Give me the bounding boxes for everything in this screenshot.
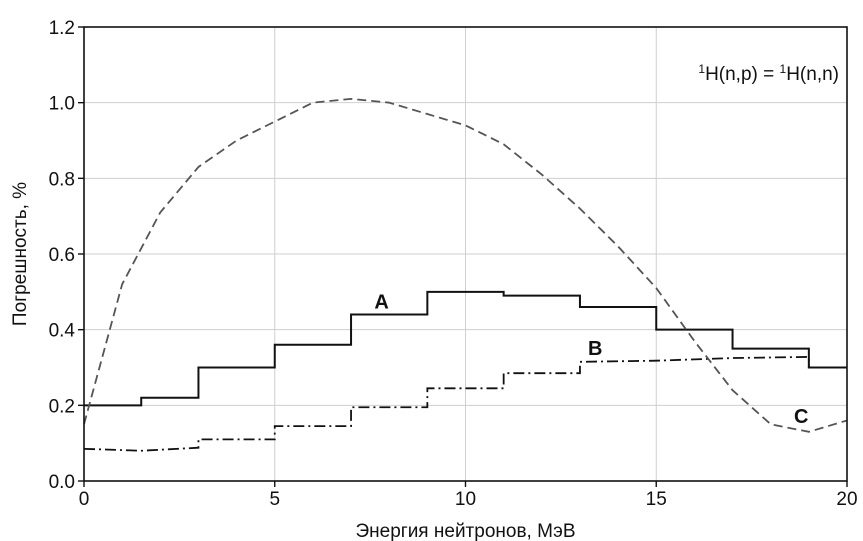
series-line-b <box>83 355 847 452</box>
series-group <box>83 97 848 452</box>
curve-label-b: B <box>588 338 602 360</box>
reaction-annotation: 1H(n,p) = 1H(n,n) <box>698 62 839 85</box>
grid <box>84 27 847 481</box>
x-tick-label-0: 0 <box>79 489 90 510</box>
y-tick-label-0: 0.0 <box>49 472 75 493</box>
annotation-part-2: H(n,n) <box>786 64 839 85</box>
y-tick-label-2: 0.4 <box>49 321 76 342</box>
series-line-a <box>84 290 847 407</box>
x-tick-label-3: 15 <box>646 489 667 510</box>
y-tick-label-5: 1.0 <box>49 94 75 115</box>
x-axis-label: Энергия нейтронов, МэВ <box>355 521 575 541</box>
annotation-sup-1: 1 <box>698 62 705 76</box>
y-tick-label-1: 0.2 <box>49 396 75 417</box>
y-axis-label: Погрешность, % <box>10 182 31 326</box>
series-line-c <box>83 97 848 433</box>
annotation-part-1: H(n,p) = <box>705 64 779 85</box>
y-tick-label-3: 0.6 <box>49 245 75 266</box>
y-tick-label-4: 0.8 <box>49 169 75 190</box>
x-tick-label-4: 20 <box>836 489 857 510</box>
y-tick-label-6: 1.2 <box>49 18 75 39</box>
tick-labels-group: 0 5 10 15 20 0.0 0.2 0.4 0.6 0.8 1.0 1.2 <box>49 18 858 510</box>
x-tick-label-1: 5 <box>269 489 280 510</box>
ticks-group <box>78 26 848 487</box>
x-tick-label-2: 10 <box>455 489 476 510</box>
curve-label-c: C <box>794 406 808 428</box>
curve-label-a: A <box>374 292 388 314</box>
annotation-sup-2: 1 <box>780 62 787 76</box>
